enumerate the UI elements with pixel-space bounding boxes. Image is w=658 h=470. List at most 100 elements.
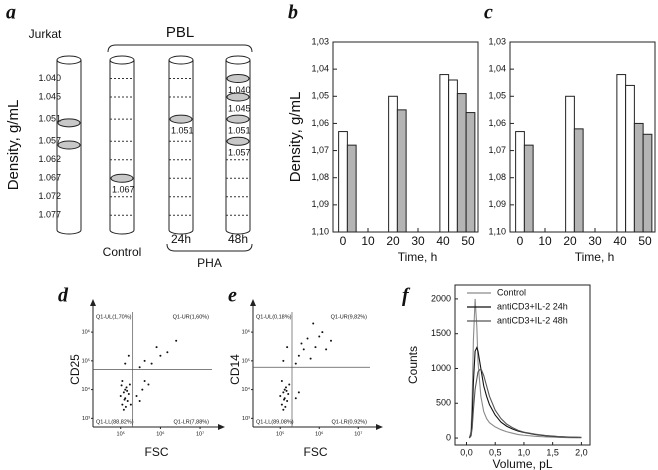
y-tick-label: 2000 <box>431 293 451 303</box>
tube-top <box>56 55 82 65</box>
point <box>297 354 300 357</box>
axis-arrow <box>90 299 96 306</box>
point <box>280 403 283 406</box>
quadrant-label: Q1-LL(89,08%) <box>256 419 294 425</box>
line <box>468 298 582 439</box>
x-tick-label: 20 <box>563 234 577 248</box>
point <box>325 348 328 351</box>
point <box>124 388 127 391</box>
point <box>155 346 158 349</box>
x-axis-label: FSC <box>145 445 169 459</box>
bar <box>338 131 348 233</box>
x-tick-label: 40 <box>613 234 627 248</box>
x-tick-label: 40 <box>436 234 450 248</box>
y-axis-label: Counts <box>406 346 420 384</box>
point <box>297 391 300 394</box>
y-tick-label: 10⁶ <box>242 329 250 336</box>
y-tick-label: 10⁴ <box>82 386 91 393</box>
y-axis-label: Density, g/mL <box>5 100 22 191</box>
y-tick-label: 500 <box>436 398 451 408</box>
tube <box>168 60 194 235</box>
tube <box>109 60 135 235</box>
y-tick-label: 1,03 <box>311 36 329 46</box>
y-tick-label: 1.077 <box>38 210 61 220</box>
x-tick-label: 0 <box>517 234 524 248</box>
y-tick-label: 1.051 <box>38 114 61 124</box>
panel-letter: a <box>6 2 16 24</box>
point <box>312 322 315 325</box>
point <box>288 383 291 386</box>
x-tick-label: 20 <box>386 234 400 248</box>
x-tick-label: 10 <box>361 234 375 248</box>
band <box>169 114 193 124</box>
x-tick-label: 50 <box>461 234 475 248</box>
bar <box>346 144 357 233</box>
point <box>135 394 138 397</box>
point <box>279 394 282 397</box>
x-tick-label: 10⁵ <box>276 430 284 437</box>
tube-label: Jurkat <box>29 27 62 41</box>
tube-label: Control <box>103 245 142 259</box>
point <box>138 400 141 403</box>
panel-letter: b <box>288 2 298 24</box>
y-tick-label: 0 <box>446 432 451 442</box>
point <box>284 405 287 408</box>
y-tick-label: 10⁶ <box>82 329 90 336</box>
x-tick-label: 10⁶ <box>156 430 164 437</box>
bar <box>465 112 476 233</box>
tube-top <box>109 55 135 65</box>
x-axis-label: FSC <box>304 445 328 459</box>
y-tick-label: 1.045 <box>38 91 61 101</box>
band <box>57 118 81 128</box>
point <box>318 335 321 338</box>
point <box>143 359 146 362</box>
y-tick-label: 1,04 <box>311 64 329 74</box>
tube-label: 24h <box>171 232 191 246</box>
x-tick-label: 0 <box>340 234 347 248</box>
x-axis-label: Time, h <box>575 250 615 264</box>
band-label: 1.045 <box>228 103 251 113</box>
y-axis-label: Density, g/mL <box>287 92 304 183</box>
band <box>226 136 250 146</box>
x-tick-label: 10⁷ <box>354 430 362 437</box>
axis-arrow <box>376 424 383 430</box>
y-tick-label: 1.040 <box>38 73 61 83</box>
x-tick-label: 2,0 <box>575 447 588 457</box>
x-tick-label: 10⁷ <box>196 430 204 437</box>
x-tick-label: 10 <box>538 234 552 248</box>
point <box>282 391 285 394</box>
point <box>286 346 289 349</box>
point <box>119 394 122 397</box>
band <box>57 140 81 150</box>
band-label: 1.057 <box>228 148 251 158</box>
line <box>468 367 582 439</box>
y-tick-label: 1,09 <box>488 199 506 209</box>
y-tick-label: 10⁵ <box>242 357 250 364</box>
point <box>283 388 286 391</box>
point <box>283 398 286 401</box>
point <box>175 339 178 342</box>
point <box>141 388 144 391</box>
bar <box>515 131 525 233</box>
group-bracket <box>166 243 253 252</box>
x-tick-label: 10⁵ <box>117 430 125 437</box>
y-tick-label: 1000 <box>431 363 451 373</box>
y-axis-label: CD25 <box>68 354 82 385</box>
point <box>280 379 283 382</box>
point <box>126 389 129 392</box>
bar <box>573 128 584 233</box>
x-axis-label: Volume, pL <box>492 457 552 470</box>
quadrant-label: Q1-LL(88,82%) <box>96 419 134 425</box>
point <box>121 379 124 382</box>
bar <box>565 95 575 233</box>
panel-letter: f <box>402 285 411 307</box>
quadrant-label: Q1-LR(7,88%) <box>174 419 210 425</box>
y-tick-label: 1,10 <box>311 226 329 236</box>
bar <box>642 133 653 233</box>
bar <box>633 122 644 233</box>
x-tick-label: 0,0 <box>460 447 473 457</box>
panel-letter: c <box>484 2 493 24</box>
band <box>226 73 250 83</box>
y-tick-label: 10³ <box>82 416 90 422</box>
